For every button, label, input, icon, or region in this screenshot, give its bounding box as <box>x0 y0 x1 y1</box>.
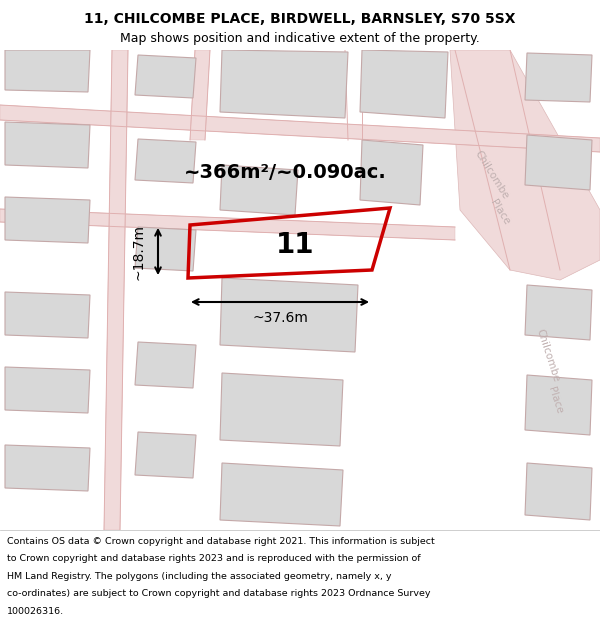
Polygon shape <box>360 140 423 205</box>
Text: Place: Place <box>488 198 512 226</box>
Text: 100026316.: 100026316. <box>7 607 64 616</box>
Polygon shape <box>104 50 128 530</box>
Text: Contains OS data © Crown copyright and database right 2021. This information is : Contains OS data © Crown copyright and d… <box>7 537 435 546</box>
Text: 11: 11 <box>276 231 314 259</box>
Polygon shape <box>525 53 592 102</box>
Polygon shape <box>220 165 298 215</box>
Polygon shape <box>220 373 343 446</box>
Polygon shape <box>135 432 196 478</box>
Polygon shape <box>0 105 600 152</box>
Polygon shape <box>5 197 90 243</box>
Text: ~37.6m: ~37.6m <box>252 311 308 325</box>
Text: co-ordinates) are subject to Crown copyright and database rights 2023 Ordnance S: co-ordinates) are subject to Crown copyr… <box>7 589 431 598</box>
Polygon shape <box>5 122 90 168</box>
Polygon shape <box>525 135 592 190</box>
Text: Chilcombe: Chilcombe <box>473 149 511 201</box>
Text: ~18.7m: ~18.7m <box>131 224 145 279</box>
Polygon shape <box>450 50 600 280</box>
Polygon shape <box>220 463 343 526</box>
Polygon shape <box>220 50 348 118</box>
Polygon shape <box>525 375 592 435</box>
Polygon shape <box>525 463 592 520</box>
Polygon shape <box>5 445 90 491</box>
Polygon shape <box>5 50 90 92</box>
Text: Map shows position and indicative extent of the property.: Map shows position and indicative extent… <box>120 32 480 45</box>
Polygon shape <box>0 209 455 240</box>
Polygon shape <box>5 292 90 338</box>
Text: Chilcombe: Chilcombe <box>535 327 561 383</box>
Polygon shape <box>220 278 358 352</box>
Text: to Crown copyright and database rights 2023 and is reproduced with the permissio: to Crown copyright and database rights 2… <box>7 554 421 563</box>
Polygon shape <box>135 55 196 98</box>
Text: ~366m²/~0.090ac.: ~366m²/~0.090ac. <box>184 162 386 181</box>
Text: 11, CHILCOMBE PLACE, BIRDWELL, BARNSLEY, S70 5SX: 11, CHILCOMBE PLACE, BIRDWELL, BARNSLEY,… <box>84 12 516 26</box>
Polygon shape <box>525 285 592 340</box>
Polygon shape <box>135 139 196 183</box>
Polygon shape <box>135 227 196 271</box>
Polygon shape <box>135 342 196 388</box>
Polygon shape <box>5 367 90 413</box>
Text: HM Land Registry. The polygons (including the associated geometry, namely x, y: HM Land Registry. The polygons (includin… <box>7 572 392 581</box>
Polygon shape <box>360 50 448 118</box>
Text: Place: Place <box>546 385 564 415</box>
Polygon shape <box>190 50 210 140</box>
